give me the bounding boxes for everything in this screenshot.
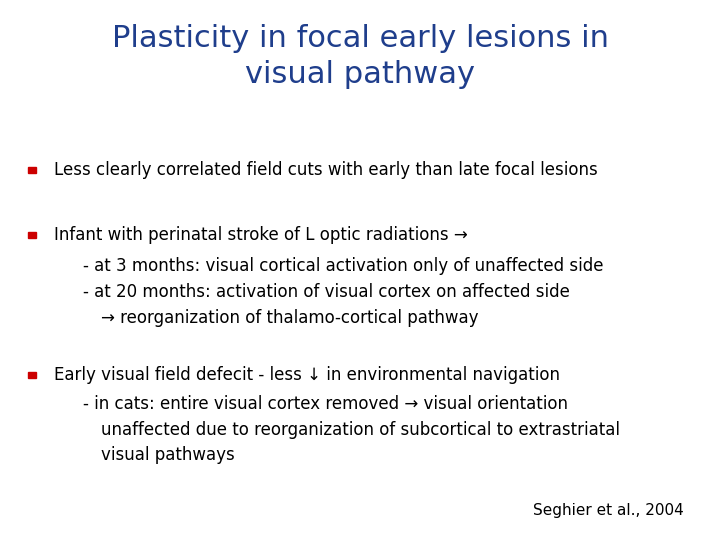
Bar <box>29 167 36 173</box>
Text: Infant with perinatal stroke of L optic radiations →: Infant with perinatal stroke of L optic … <box>54 226 468 244</box>
Text: - at 3 months: visual cortical activation only of unaffected side: - at 3 months: visual cortical activatio… <box>83 256 603 275</box>
Text: - in cats: entire visual cortex removed → visual orientation: - in cats: entire visual cortex removed … <box>83 395 568 413</box>
Text: visual pathways: visual pathways <box>101 446 235 464</box>
Text: Early visual field defecit - less ↓ in environmental navigation: Early visual field defecit - less ↓ in e… <box>54 366 560 384</box>
Text: Plasticity in focal early lesions in
visual pathway: Plasticity in focal early lesions in vis… <box>112 24 608 89</box>
Bar <box>29 372 36 378</box>
Text: → reorganization of thalamo-cortical pathway: → reorganization of thalamo-cortical pat… <box>101 308 478 327</box>
Text: - at 20 months: activation of visual cortex on affected side: - at 20 months: activation of visual cor… <box>83 282 570 301</box>
Text: Less clearly correlated field cuts with early than late focal lesions: Less clearly correlated field cuts with … <box>54 161 598 179</box>
Text: Seghier et al., 2004: Seghier et al., 2004 <box>534 503 684 518</box>
Bar <box>29 232 36 238</box>
Text: unaffected due to reorganization of subcortical to extrastriatal: unaffected due to reorganization of subc… <box>101 421 620 439</box>
